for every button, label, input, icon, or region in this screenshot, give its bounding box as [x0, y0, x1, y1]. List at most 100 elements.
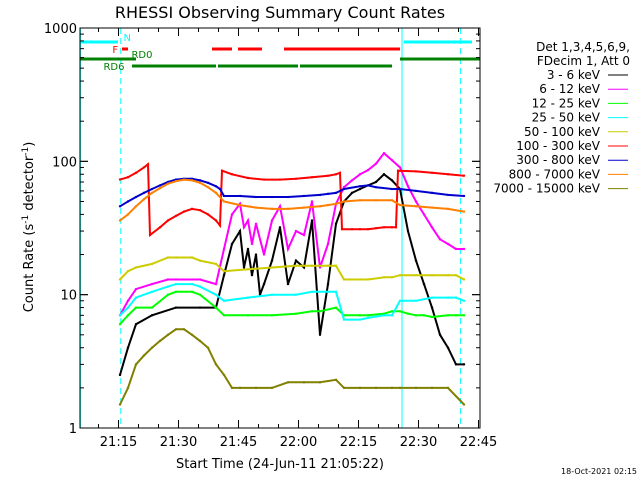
series-point-300-800-kev-5: [158, 184, 162, 187]
series-point-6-12-kev-22: [318, 266, 322, 269]
series-point-6-12-kev-5: [174, 278, 178, 281]
series-point-300-800-kev-13: [218, 187, 222, 191]
series-point-100-300-kev-10: [190, 207, 194, 211]
legend-label-50-100-kev: 50 - 100 keV: [524, 125, 601, 139]
series-point-6-12-kev-33: [406, 185, 410, 188]
series-point-100-300-kev-24: [338, 171, 342, 175]
series-point-300-800-kev-32: [462, 194, 466, 198]
series-point-25-50-kev-6: [190, 282, 194, 286]
series-point-7000-15000-kev-27: [414, 386, 418, 390]
series-point-50-100-kev-24: [446, 273, 450, 277]
series-point-300-800-kev-10: [198, 179, 202, 182]
series-point-6-12-kev-16: [270, 219, 274, 222]
series-point-25-50-kev-7: [198, 285, 202, 288]
series-point-800-7000-kev-23: [358, 199, 362, 202]
series-point-3-6-kev-1: [126, 346, 130, 349]
series-point-7000-15000-kev-23: [358, 386, 362, 390]
timestamp: 18-Oct-2021 02:15: [561, 467, 637, 476]
series-point-50-100-kev-11: [270, 266, 274, 269]
legend: Det 1,3,4,5,6,9, FDecim 1, Att 0 3 - 6 k…: [493, 40, 630, 196]
series-point-7000-15000-kev-14: [230, 386, 234, 390]
series-point-25-50-kev-2: [134, 296, 138, 299]
series-point-12-25-kev-10: [246, 314, 250, 317]
series-point-3-6-kev-40: [462, 363, 466, 366]
series-point-6-12-kev-34: [414, 200, 418, 203]
series-point-300-800-kev-31: [446, 193, 450, 197]
series-point-6-12-kev-40: [462, 247, 466, 251]
series-point-6-12-kev-32: [398, 166, 402, 169]
series-line-7000-15000-kev: [119, 328, 465, 406]
status-bar-label-n: N: [123, 33, 130, 44]
series-point-300-800-kev-23: [342, 187, 346, 191]
series-point-25-50-kev-19: [382, 314, 386, 317]
x-tick-label-22-15: 22:15: [340, 435, 377, 450]
legend-label-6-12-kev: 6 - 12 keV: [539, 82, 601, 96]
series-point-100-300-kev-13: [214, 219, 218, 222]
series-point-7000-15000-kev-13: [222, 373, 226, 377]
series-point-6-12-kev-8: [222, 247, 226, 251]
series-point-12-25-kev-0: [118, 323, 122, 326]
series-point-12-25-kev-14: [318, 310, 322, 313]
series-point-800-7000-kev-18: [302, 206, 306, 209]
series-point-25-50-kev-15: [334, 290, 338, 294]
series-point-50-100-kev-25: [454, 273, 458, 277]
series-point-800-7000-kev-12: [214, 191, 218, 195]
series-point-7000-15000-kev-28: [430, 386, 434, 390]
series-point-6-12-kev-28: [366, 168, 370, 172]
series-point-100-300-kev-28: [366, 227, 370, 231]
series-point-300-800-kev-28: [398, 187, 402, 191]
series-point-3-6-kev-16: [270, 259, 274, 262]
series-point-50-100-kev-9: [222, 269, 226, 273]
y-tick-label-1000: 1000: [44, 22, 77, 37]
series-point-6-12-kev-29: [374, 162, 378, 165]
series-point-6-12-kev-4: [166, 278, 170, 281]
series-point-7000-15000-kev-26: [398, 386, 402, 390]
series-point-800-7000-kev-8: [182, 178, 186, 181]
series-point-50-100-kev-16: [342, 278, 346, 281]
series-point-3-6-kev-4: [174, 306, 178, 309]
series-point-3-6-kev-22: [318, 333, 322, 337]
plot-area: NF RD0 RD6: [79, 28, 480, 428]
series-point-100-300-kev-11: [198, 209, 202, 212]
series-point-800-7000-kev-27: [414, 205, 418, 208]
series-point-100-300-kev-1: [126, 176, 130, 179]
series-point-800-7000-kev-0: [118, 219, 122, 222]
series-point-800-7000-kev-28: [430, 206, 434, 209]
series-point-300-800-kev-17: [270, 195, 274, 199]
series-point-6-12-kev-1: [126, 299, 130, 302]
status-bar-label-rd6: RD6: [103, 62, 124, 73]
series-point-7000-15000-kev-15: [238, 386, 242, 390]
series-point-25-50-kev-3: [150, 290, 154, 294]
series-point-800-7000-kev-22: [342, 200, 346, 203]
series-point-25-50-kev-24: [446, 296, 450, 299]
series-point-3-6-kev-7: [222, 273, 226, 277]
series-point-6-12-kev-13: [250, 242, 254, 246]
status-bar-label-f: F: [112, 45, 118, 56]
legend-label-25-50-kev: 25 - 50 keV: [532, 111, 601, 125]
series-point-300-800-kev-4: [150, 187, 154, 191]
series-point-6-12-kev-37: [438, 238, 442, 241]
y-label-sup-2: -1: [21, 147, 31, 156]
series-point-3-6-kev-8: [230, 242, 234, 246]
series-point-3-6-kev-15: [262, 282, 266, 286]
series-point-100-300-kev-6: [158, 226, 162, 229]
series-point-3-6-kev-0: [118, 373, 122, 377]
series-point-100-300-kev-5: [148, 233, 152, 237]
series-point-12-25-kev-6: [190, 290, 194, 294]
series-point-100-300-kev-2: [134, 171, 138, 175]
series-point-7000-15000-kev-21: [334, 378, 338, 381]
series-point-300-800-kev-21: [326, 192, 330, 196]
series-point-6-12-kev-12: [246, 219, 250, 222]
series-point-12-25-kev-4: [166, 293, 170, 296]
series-point-100-300-kev-14: [218, 224, 222, 227]
series-point-3-6-kev-21: [310, 219, 314, 222]
x-tick-label-22-30: 22:30: [400, 435, 437, 450]
series-point-25-50-kev-12: [294, 293, 298, 296]
series-point-3-6-kev-30: [382, 173, 386, 176]
series-point-3-6-kev-2: [134, 323, 138, 326]
series-point-3-6-kev-12: [250, 273, 254, 277]
y-label-part-2: detector: [22, 155, 37, 215]
y-tick-label-100: 100: [52, 155, 77, 170]
y-label-part-3: ): [22, 142, 37, 147]
x-tick-label-21-30: 21:30: [160, 435, 197, 450]
